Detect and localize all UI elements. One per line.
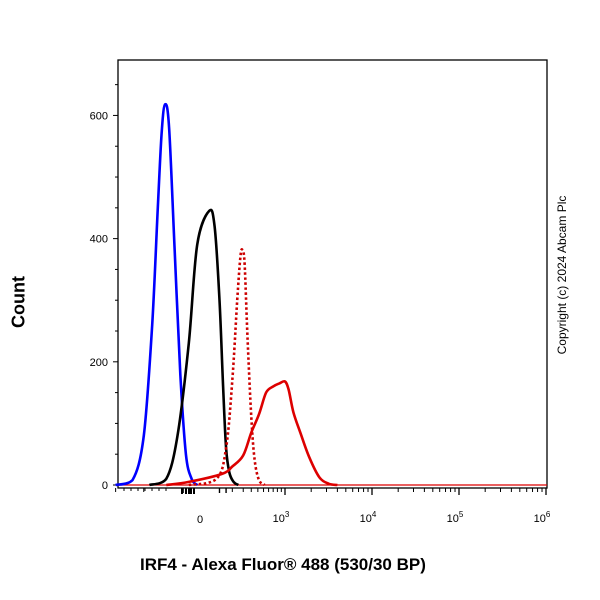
y-axis-title: Count [2,272,36,332]
x-tick-label: 105 [447,510,464,525]
series-line-1 [115,102,199,487]
copyright-notice: Copyright (c) 2024 Abcam Plc [552,60,572,490]
copyright-text: Copyright (c) 2024 Abcam Plc [555,195,569,355]
x-axis-title: IRF4 - Alexa Fluor® 488 (530/30 BP) [140,555,426,574]
x-tick-label: 106 [534,510,551,525]
series-line-2 [148,208,239,487]
x-tick-exponent: 6 [546,510,551,519]
y-tick-label: 0 [102,480,108,492]
series-layer [115,102,547,487]
x-tick-label: 104 [360,510,377,525]
x-tick-exponent: 5 [459,510,464,519]
x-tick-exponent: 3 [285,510,290,519]
y-tick-label: 200 [90,357,108,369]
x-tick-exponent: 4 [372,510,377,519]
series-line-4 [166,379,338,487]
series-line-3 [188,247,266,487]
x-tick-label: 0 [197,514,203,526]
y-tick-label: 600 [90,110,108,122]
plot-frame [117,59,548,489]
x-tick-label: 103 [273,510,290,525]
y-tick-label: 400 [90,234,108,246]
y-axis-title-text: Count [8,276,29,328]
axis-ticks [113,84,547,495]
